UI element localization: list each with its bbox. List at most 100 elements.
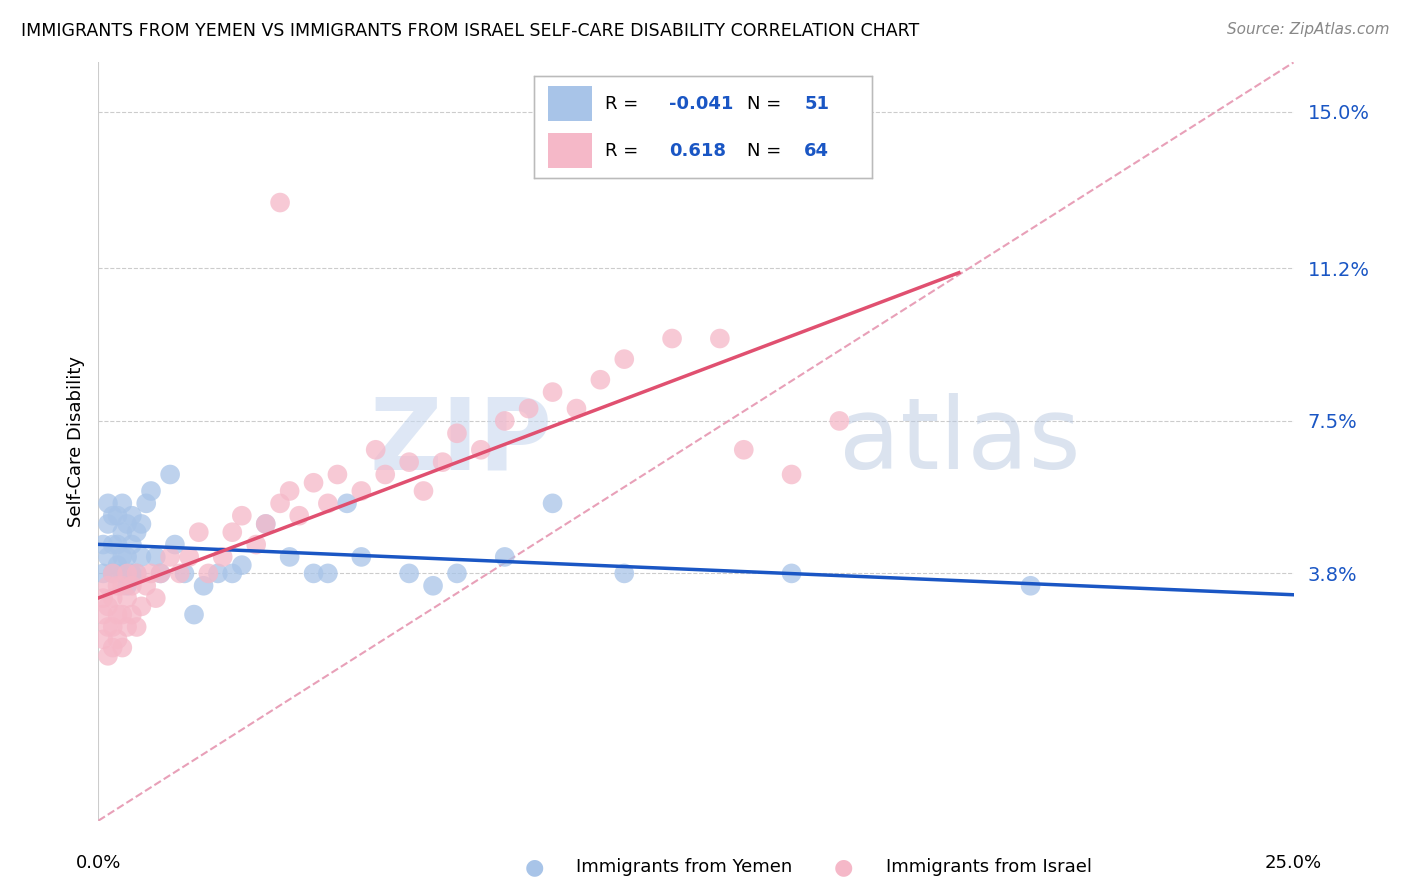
Point: [107, 632, 129, 647]
Point: [139, 483, 162, 498]
Point: [193, 579, 215, 593]
Point: [565, 401, 588, 416]
Point: [613, 566, 636, 581]
Point: [541, 385, 564, 400]
Point: [221, 566, 243, 581]
Point: [432, 455, 454, 469]
Point: [131, 516, 153, 531]
Point: [91, 537, 114, 551]
Point: [97, 599, 120, 614]
Point: [254, 516, 277, 531]
Point: [115, 566, 138, 581]
Point: [101, 566, 124, 581]
Point: [111, 549, 134, 564]
Point: [494, 414, 516, 428]
Point: [589, 373, 612, 387]
Point: [97, 549, 120, 564]
Point: [97, 579, 120, 593]
Point: [111, 566, 134, 581]
Point: [91, 632, 114, 647]
Point: [374, 467, 396, 482]
Point: [125, 620, 148, 634]
Point: [350, 483, 373, 498]
Point: [111, 607, 134, 622]
Point: [139, 566, 162, 581]
Point: [125, 525, 148, 540]
FancyBboxPatch shape: [548, 133, 592, 168]
Point: [207, 566, 229, 581]
Point: [422, 579, 444, 593]
Point: [163, 537, 186, 551]
Point: [115, 591, 138, 606]
Text: Source: ZipAtlas.com: Source: ZipAtlas.com: [1226, 22, 1389, 37]
Point: [97, 496, 120, 510]
Point: [91, 591, 114, 606]
Point: [302, 566, 325, 581]
Text: R =: R =: [605, 95, 638, 112]
Point: [121, 537, 143, 551]
Point: [115, 516, 138, 531]
Point: [91, 566, 114, 581]
Point: [101, 537, 124, 551]
Text: R =: R =: [605, 142, 638, 160]
Point: [159, 549, 181, 564]
Text: Immigrants from Israel: Immigrants from Israel: [886, 858, 1092, 876]
Point: [91, 607, 114, 622]
Point: [1019, 579, 1042, 593]
Point: [111, 525, 134, 540]
Point: [145, 591, 167, 606]
Point: [197, 566, 219, 581]
Text: 51: 51: [804, 95, 830, 112]
Text: Immigrants from Yemen: Immigrants from Yemen: [576, 858, 793, 876]
Point: [121, 607, 143, 622]
Text: -0.041: -0.041: [669, 95, 734, 112]
Point: [446, 566, 468, 581]
Point: [97, 620, 120, 634]
Y-axis label: Self-Care Disability: Self-Care Disability: [66, 356, 84, 527]
Point: [107, 508, 129, 523]
Point: [336, 496, 359, 510]
Point: [231, 558, 253, 573]
Text: N =: N =: [747, 142, 782, 160]
Point: [121, 566, 143, 581]
Point: [125, 566, 148, 581]
Point: [101, 508, 124, 523]
Point: [107, 537, 129, 551]
Point: [316, 496, 339, 510]
Point: [541, 496, 564, 510]
Point: [412, 483, 434, 498]
Point: [169, 566, 191, 581]
Point: [183, 607, 205, 622]
Point: [828, 414, 851, 428]
Point: [149, 566, 172, 581]
Text: N =: N =: [747, 95, 782, 112]
Point: [131, 599, 153, 614]
Point: [316, 566, 339, 581]
Point: [302, 475, 325, 490]
Point: [107, 558, 129, 573]
Point: [613, 352, 636, 367]
Point: [733, 442, 755, 457]
Point: [278, 549, 301, 564]
Point: [269, 496, 291, 510]
Point: [115, 579, 138, 593]
Text: ●: ●: [524, 857, 544, 877]
Point: [121, 579, 143, 593]
Point: [350, 549, 373, 564]
Point: [278, 483, 301, 498]
Point: [269, 195, 291, 210]
Point: [187, 525, 209, 540]
Point: [780, 566, 803, 581]
Point: [398, 566, 420, 581]
Point: [179, 549, 201, 564]
Text: ●: ●: [834, 857, 853, 877]
Point: [101, 591, 124, 606]
Point: [111, 640, 134, 655]
Point: [97, 648, 120, 663]
Point: [149, 566, 172, 581]
Text: 64: 64: [804, 142, 830, 160]
Point: [245, 537, 267, 551]
Point: [326, 467, 349, 482]
Point: [107, 607, 129, 622]
Text: 0.618: 0.618: [669, 142, 727, 160]
